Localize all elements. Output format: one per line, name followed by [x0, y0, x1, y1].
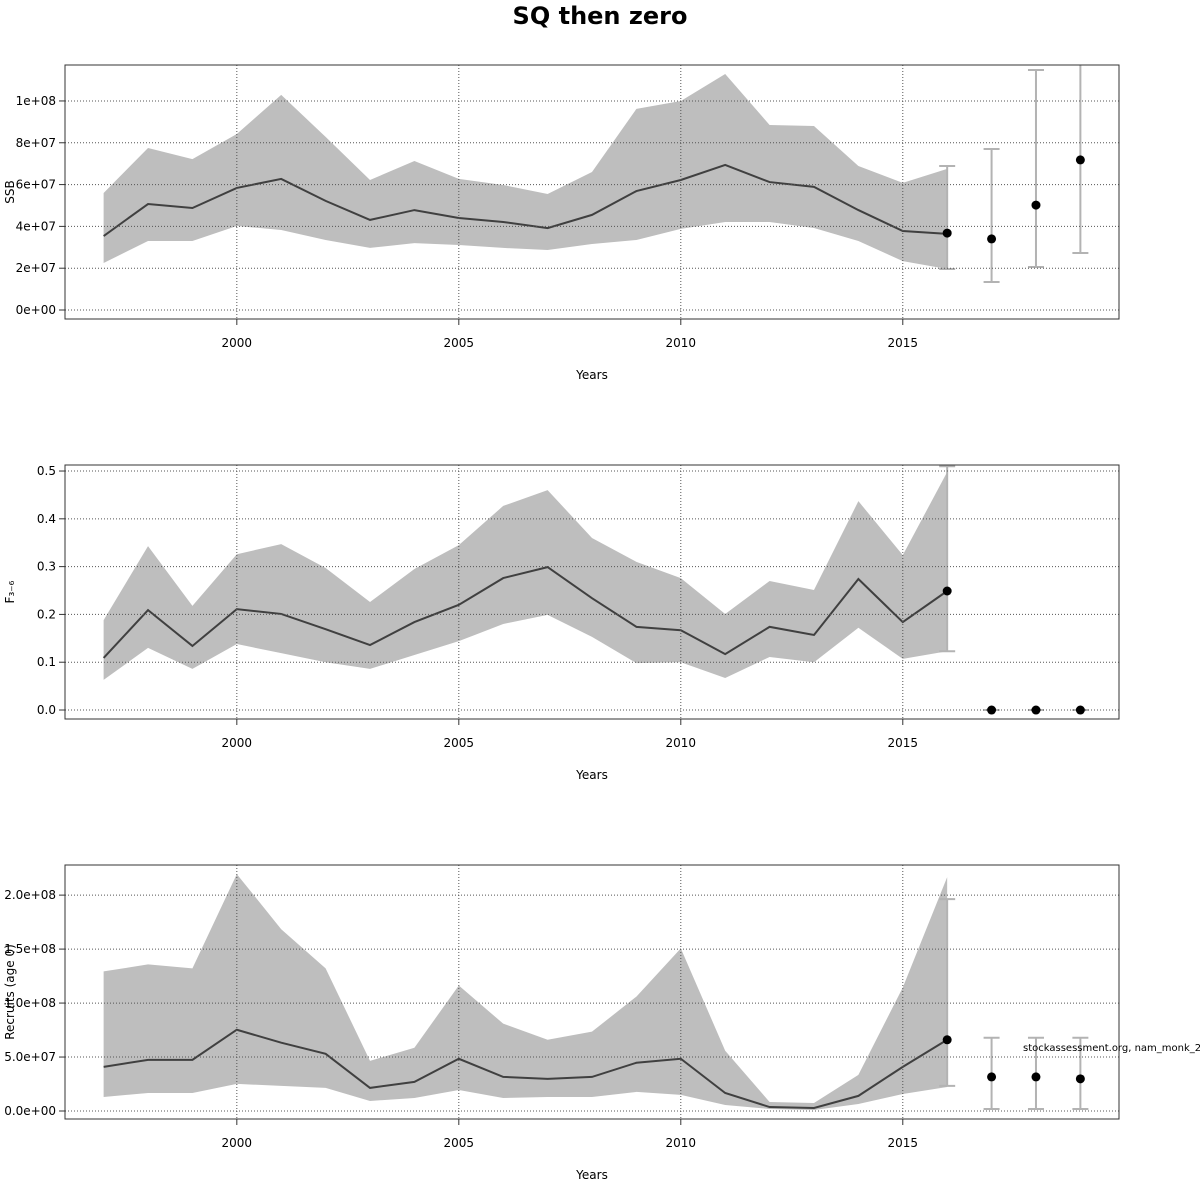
y-axis-label: Recruits (age 0)	[3, 944, 17, 1040]
y-tick-label: 0.4	[37, 512, 56, 526]
x-tick-label: 2000	[222, 736, 253, 750]
x-tick-label: 2000	[222, 1136, 253, 1150]
y-axis-label: F₃₋₆	[3, 580, 17, 603]
plot-area	[102, 465, 1089, 712]
x-tick-label: 2000	[222, 336, 253, 350]
projection-point	[987, 1072, 997, 1082]
x-tick-label: 2005	[444, 336, 475, 350]
projection-point	[987, 234, 997, 244]
confidence-band	[103, 73, 948, 270]
projection-point	[1075, 1074, 1085, 1084]
plot-frame	[64, 864, 1120, 1120]
x-tick-label: 2005	[444, 1136, 475, 1150]
y-tick-label: 0e+00	[16, 303, 56, 317]
projection-point	[1031, 1072, 1041, 1082]
y-tick-label: 2e+07	[16, 261, 56, 275]
figure-title: SQ then zero	[513, 2, 688, 30]
projection-point	[942, 586, 952, 596]
x-tick-label: 2010	[666, 736, 697, 750]
y-tick-label: 0.5	[37, 464, 56, 478]
x-axis-label: Years	[575, 368, 608, 382]
y-tick-label: 1.5e+08	[4, 942, 56, 956]
projection-point	[1031, 705, 1041, 715]
y-tick-label: 1e+08	[16, 94, 56, 108]
x-tick-label: 2010	[666, 1136, 697, 1150]
x-tick-label: 2015	[888, 336, 919, 350]
plot-frame	[64, 464, 1120, 720]
annotation: stockassessment.org, nam_monk_20	[1023, 1043, 1200, 1054]
x-tick-label: 2005	[444, 736, 475, 750]
projection-point	[942, 228, 952, 238]
x-axis-label: Years	[575, 1168, 608, 1182]
y-tick-label: 1.0e+08	[4, 996, 56, 1010]
y-tick-label: 6e+07	[16, 178, 56, 192]
y-tick-label: 8e+07	[16, 136, 56, 150]
y-tick-label: 4e+07	[16, 219, 56, 233]
y-axis-label: SSB	[3, 180, 17, 203]
projection-point	[1031, 200, 1041, 210]
y-tick-label: 0.3	[37, 560, 56, 574]
projection-point	[942, 1035, 952, 1045]
y-tick-label: 0.2	[37, 607, 56, 621]
plot-area	[103, 874, 1089, 1111]
y-tick-label: 0.0	[37, 703, 56, 717]
x-tick-label: 2015	[888, 736, 919, 750]
confidence-band	[103, 874, 948, 1111]
x-tick-label: 2015	[888, 1136, 919, 1150]
x-tick-label: 2010	[666, 336, 697, 350]
x-axis-label: Years	[575, 768, 608, 782]
y-tick-label: 0.1	[37, 655, 56, 669]
projection-point	[987, 705, 997, 715]
estimate-line	[103, 1028, 948, 1109]
y-tick-label: 2.0e+08	[4, 888, 56, 902]
confidence-band	[103, 471, 948, 680]
projection-point	[1075, 705, 1085, 715]
estimate-line	[102, 566, 948, 659]
plot-frame	[64, 64, 1120, 320]
projection-point	[1075, 155, 1085, 165]
estimate-line	[103, 163, 948, 237]
y-tick-label: 0.0e+00	[4, 1104, 56, 1118]
y-tick-label: 5.0e+07	[4, 1050, 56, 1064]
plot-area	[103, 65, 1089, 283]
